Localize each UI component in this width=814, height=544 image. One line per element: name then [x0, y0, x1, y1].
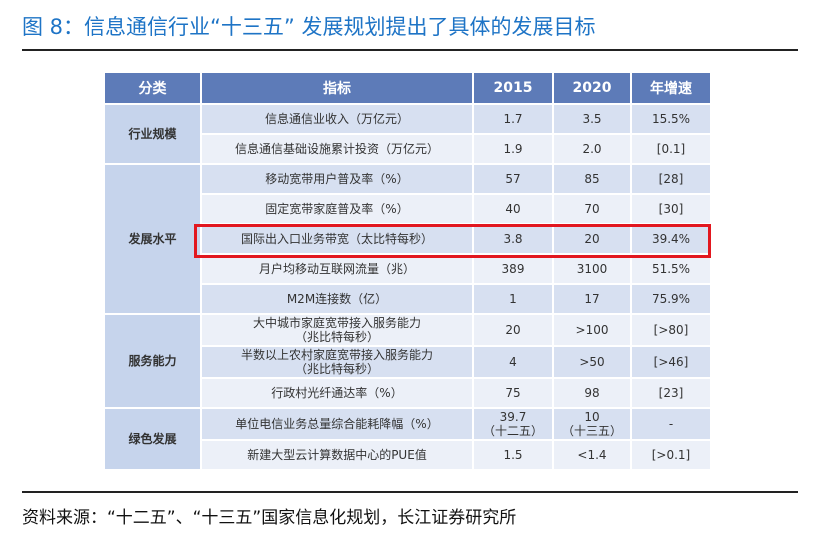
figure-title: 图 8：信息通信行业“十三五” 发展规划提出了具体的发展目标	[22, 15, 596, 39]
value-2020-cell: 17	[552, 283, 632, 315]
source-note: 资料来源：“十二五”、“十三五”国家信息化规划，长江证券研究所	[22, 508, 517, 528]
growth-cell: [30]	[630, 193, 712, 225]
table-row: 半数以上农村家庭宽带接入服务能力 （兆比特每秒） 4 >50 [>46]	[104, 345, 712, 379]
growth-cell: 51.5%	[630, 253, 712, 285]
indicator-line-2: （兆比特每秒）	[294, 362, 379, 376]
value-2015-cell: 1.9	[472, 133, 554, 165]
category-cell: 行业规模	[103, 103, 202, 165]
value-2015-cell: 20	[472, 313, 554, 347]
indicator-cell: 信息通信基础设施累计投资（万亿元）	[200, 133, 474, 165]
value-2015-cell: 3.8	[472, 223, 554, 255]
header-category: 分类	[103, 71, 202, 105]
growth-cell: [23]	[630, 377, 712, 409]
value-2020-cell: 98	[552, 377, 632, 409]
value-line-1: 10	[584, 410, 600, 424]
value-2020-cell: 85	[552, 163, 632, 195]
value-2015-cell: 57	[472, 163, 554, 195]
value-line-2: （十三五）	[561, 424, 622, 438]
indicator-cell: 移动宽带用户普及率（%）	[200, 163, 474, 195]
growth-cell: [>80]	[630, 313, 712, 347]
indicator-cell: 月户均移动互联网流量（兆）	[200, 253, 474, 285]
growth-cell: -	[630, 407, 712, 441]
table-row: 服务能力 大中城市家庭宽带接入服务能力 （兆比特每秒） 20 >100 [>80]	[103, 313, 712, 409]
growth-cell: [28]	[630, 163, 712, 195]
indicator-cell: 国际出入口业务带宽（太比特每秒）	[200, 223, 474, 255]
value-2015-cell: 1.5	[472, 439, 554, 471]
indicator-cell: 新建大型云计算数据中心的PUE值	[200, 439, 474, 471]
growth-cell: 75.9%	[630, 283, 712, 315]
table-row: 发展水平 移动宽带用户普及率（%） 57 85 [28]	[103, 163, 712, 315]
value-2020-cell: 3100	[552, 253, 632, 285]
table-row: 绿色发展 单位电信业务总量综合能耗降幅（%） 39.7 （十二五） 10 （十三五）…	[103, 407, 712, 471]
table-row: 行政村光纤通达率（%） 75 98 [23]	[104, 377, 712, 409]
value-2020-cell: 20	[552, 223, 632, 255]
value-2020-cell: 70	[552, 193, 632, 225]
table-row: 新建大型云计算数据中心的PUE值 1.5 <1.4 [>0.1]	[104, 439, 712, 471]
indicator-cell: 行政村光纤通达率（%）	[200, 377, 474, 409]
table-row: 固定宽带家庭普及率（%） 40 70 [30]	[104, 193, 712, 225]
value-2020-cell: >100	[552, 313, 632, 347]
indicator-cell: M2M连接数（亿）	[200, 283, 474, 315]
indicator-cell: 大中城市家庭宽带接入服务能力 （兆比特每秒）	[200, 313, 474, 347]
indicator-cell: 固定宽带家庭普及率（%）	[200, 193, 474, 225]
value-2015-cell: 40	[472, 193, 554, 225]
value-2015-cell: 4	[472, 345, 554, 379]
indicator-line-1: 大中城市家庭宽带接入服务能力	[252, 316, 421, 330]
table-row: 信息通信基础设施累计投资（万亿元） 1.9 2.0 [0.1]	[104, 133, 712, 165]
table-row-highlighted: 国际出入口业务带宽（太比特每秒） 3.8 20 39.4%	[104, 223, 712, 255]
indicator-line-2: （兆比特每秒）	[294, 330, 379, 344]
value-2015-cell: 75	[472, 377, 554, 409]
top-rule	[22, 49, 798, 51]
growth-cell: 15.5%	[630, 103, 712, 135]
growth-cell: 39.4%	[630, 223, 712, 255]
indicator-cell: 信息通信业收入（万亿元）	[200, 103, 474, 135]
value-2020-cell: 3.5	[552, 103, 632, 135]
table-row: 月户均移动互联网流量（兆） 389 3100 51.5%	[104, 253, 712, 285]
category-cell: 发展水平	[103, 163, 202, 315]
value-2020-cell: >50	[552, 345, 632, 379]
value-2015-cell: 1.7	[472, 103, 554, 135]
header-2015: 2015	[472, 71, 554, 105]
value-line-2: （十二五）	[482, 424, 543, 438]
bottom-rule	[22, 491, 798, 493]
indicator-line-1: 半数以上农村家庭宽带接入服务能力	[240, 348, 433, 362]
targets-table: 分类 指标 2015 2020 年增速 行业规模 信息通信业收入（万亿元） 1.…	[103, 71, 712, 471]
header-2020: 2020	[552, 71, 632, 105]
value-line-1: 39.7	[499, 410, 527, 424]
value-2015-cell: 389	[472, 253, 554, 285]
value-2020-cell: <1.4	[552, 439, 632, 471]
header-indicator: 指标	[200, 71, 474, 105]
table-header-row: 分类 指标 2015 2020 年增速	[103, 71, 712, 105]
category-cell: 绿色发展	[103, 407, 202, 471]
table-row: 行业规模 信息通信业收入（万亿元） 1.7 3.5 15.5%	[103, 103, 712, 165]
indicator-cell: 半数以上农村家庭宽带接入服务能力 （兆比特每秒）	[200, 345, 474, 379]
growth-cell: [0.1]	[630, 133, 712, 165]
value-2020-cell: 10 （十三五）	[552, 407, 632, 441]
growth-cell: [>46]	[630, 345, 712, 379]
growth-cell: [>0.1]	[630, 439, 712, 471]
table-row: M2M连接数（亿） 1 17 75.9%	[104, 283, 712, 315]
value-2020-cell: 2.0	[552, 133, 632, 165]
category-cell: 服务能力	[103, 313, 202, 409]
indicator-cell: 单位电信业务总量综合能耗降幅（%）	[200, 407, 474, 441]
value-2015-cell: 1	[472, 283, 554, 315]
value-2015-cell: 39.7 （十二五）	[472, 407, 554, 441]
header-growth: 年增速	[630, 71, 712, 105]
